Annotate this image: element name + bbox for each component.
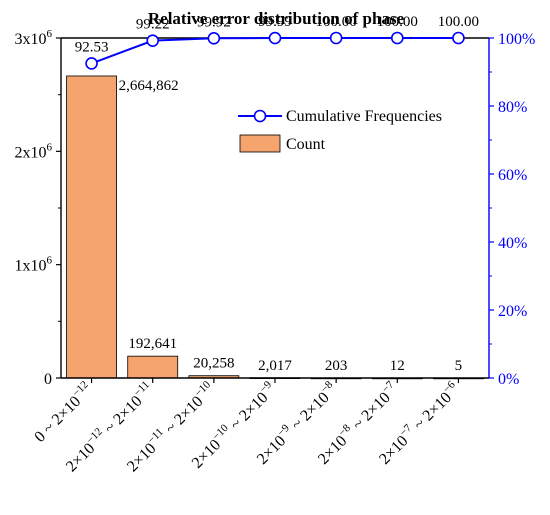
cumulative-point-6 [452, 31, 465, 45]
bar-value-label-2: 20,258 [193, 356, 234, 372]
bar-value-label-3: 2,017 [258, 358, 292, 374]
bar-value-label-4: 203 [325, 358, 348, 374]
cumulative-point-2 [207, 31, 221, 45]
cumulative-value-label-1: 99.22 [136, 17, 170, 33]
legend: Cumulative Frequencies Count [238, 108, 442, 153]
right-tick-label-1: 20% [498, 303, 527, 320]
cumulative-point-5 [390, 31, 404, 45]
bar-labels-layer: 2,664,862 192,641 20,258 2,017 203 12 5 [119, 78, 463, 374]
bar-value-label-0: 2,664,862 [119, 78, 179, 94]
cumulative-point-0 [85, 57, 98, 70]
bar-value-label-5: 12 [390, 358, 405, 374]
legend-marker-swatch [253, 109, 267, 123]
cumulative-point-4 [329, 31, 343, 45]
cumulative-value-label-3: 99.99 [258, 14, 292, 30]
cumulative-value-label-6: 100.00 [438, 14, 479, 30]
legend-label-count: Count [286, 136, 326, 153]
left-tick-label-1: 1x106 [15, 255, 53, 275]
bar-0 [66, 75, 117, 379]
cumulative-line-layer: 92.53 99.22 99.92 99.99 100.00 100.00 100.00 [75, 14, 479, 70]
cumulative-value-label-4: 100.00 [316, 14, 357, 30]
left-tick-label-2: 2x106 [15, 141, 53, 161]
right-tick-label-0: 0% [498, 371, 519, 388]
right-tick-label-2: 40% [498, 235, 527, 252]
right-tick-label-5: 100% [498, 31, 535, 48]
bar-value-label-6: 5 [455, 358, 463, 374]
left-tick-label-3: 3x106 [15, 28, 53, 48]
cumulative-point-3 [268, 31, 282, 45]
chart-title: Relative error distribution of phase [148, 9, 405, 28]
bar-1 [127, 355, 179, 379]
cumulative-value-label-5: 100.00 [377, 14, 418, 30]
cumulative-point-1 [146, 34, 160, 47]
legend-bar-swatch [239, 134, 281, 153]
right-tick-label-4: 80% [498, 99, 527, 116]
right-tick-label-3: 60% [498, 167, 527, 184]
left-tick-label-0: 0 [44, 371, 52, 388]
bar-value-label-1: 192,641 [128, 336, 177, 352]
cumulative-value-label-0: 92.53 [75, 39, 109, 55]
category-labels-layer: 0 ~ 2×10−122×10−12 ~ 2×10−112×10−11 ~ 2×… [31, 378, 458, 475]
legend-label-cumulative: Cumulative Frequencies [286, 108, 442, 125]
cumulative-value-label-2: 99.92 [197, 14, 231, 30]
